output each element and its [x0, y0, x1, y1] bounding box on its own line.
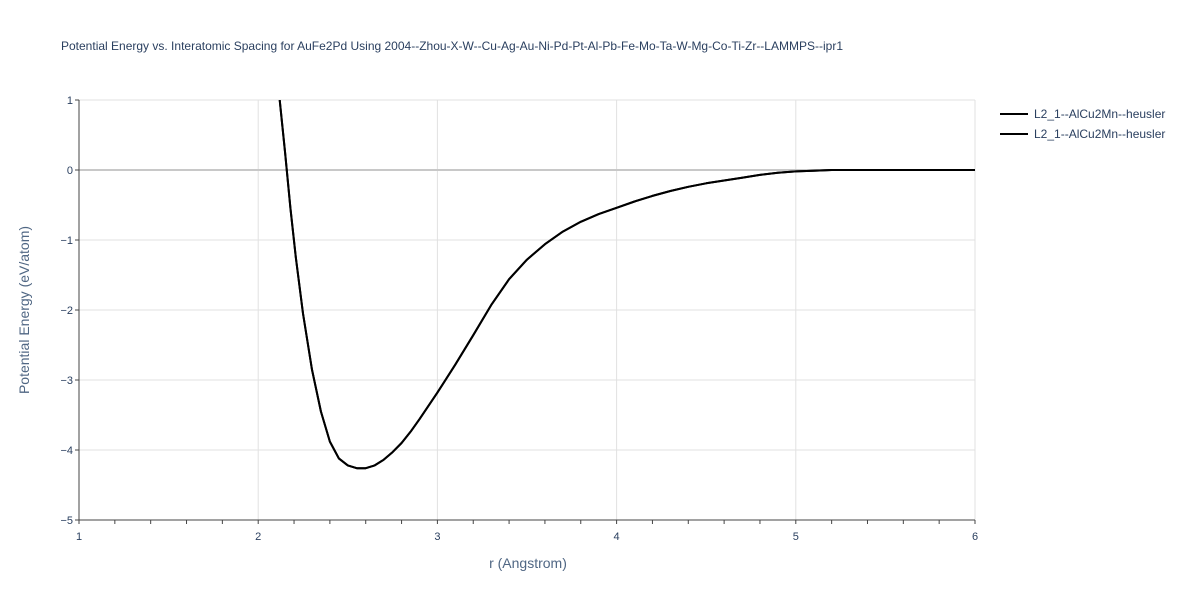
- series-lines: [278, 100, 975, 470]
- y-tick-label: −1: [60, 235, 73, 247]
- x-axis-title: r (Angstrom): [489, 555, 567, 571]
- x-tick-label: 2: [255, 531, 261, 543]
- tick-labels: 1 2 3 4 5 6 1 0 −1 −2 −3 −4 −5: [60, 95, 978, 543]
- x-tick-label: 5: [793, 531, 799, 543]
- legend-label[interactable]: L2_1--AlCu2Mn--heusler: [1034, 127, 1165, 141]
- y-tick-label: −4: [60, 445, 73, 457]
- x-tick-label: 1: [76, 531, 82, 543]
- y-tick-label: −3: [60, 375, 73, 387]
- legend-label[interactable]: L2_1--AlCu2Mn--heusler: [1034, 107, 1165, 121]
- legend[interactable]: L2_1--AlCu2Mn--heusler L2_1--AlCu2Mn--heu…: [1000, 107, 1165, 141]
- grid-lines: [79, 99, 976, 520]
- y-tick-label: 0: [67, 165, 73, 177]
- axes: [75, 99, 976, 524]
- series-line: [278, 100, 975, 470]
- y-axis-title: Potential Energy (eV/atom): [16, 226, 32, 394]
- x-tick-label: 6: [972, 531, 978, 543]
- x-tick-label: 3: [434, 531, 440, 543]
- y-tick-label: −5: [60, 515, 73, 527]
- y-tick-label: 1: [67, 95, 73, 107]
- y-tick-label: −2: [60, 305, 73, 317]
- series-line: [278, 100, 975, 470]
- x-tick-label: 4: [614, 531, 620, 543]
- chart-title: Potential Energy vs. Interatomic Spacing…: [61, 39, 843, 53]
